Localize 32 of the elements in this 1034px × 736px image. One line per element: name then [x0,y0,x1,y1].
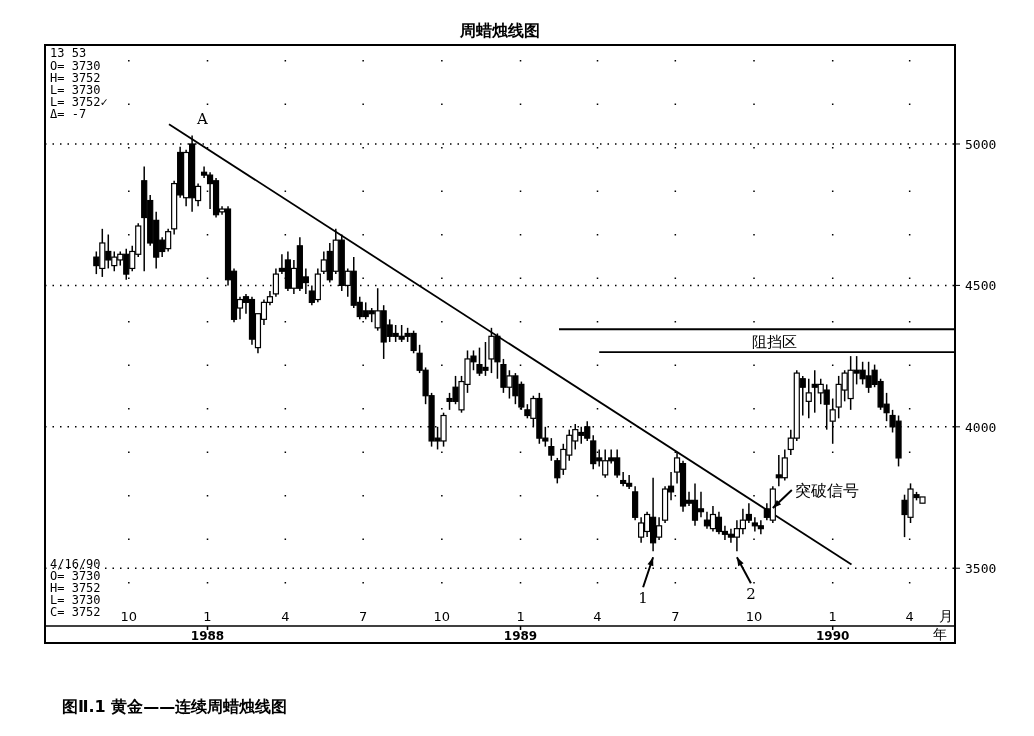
x2-tick-label: 1988 [190,629,225,643]
annotation: 阻挡区 [752,333,797,351]
candlestick [548,437,555,462]
x-tick-label: 1 [203,609,212,624]
x-tick-label: 1 [516,609,525,624]
x-tick-label: 10 [433,609,451,624]
annotation: O= 3730 H= 3752 L= 3730 L= 3752✓ Δ= -7 [50,59,108,121]
x-tick-label: 7 [671,609,680,624]
annotation: 4/16/90 O= 3730 H= 3752 L= 3730 C= 3752 [50,557,101,619]
x2-tick-label: 1990 [815,629,850,643]
y-tick-label: 4500 [965,278,997,294]
text: 月 [939,608,953,624]
annotation: A [196,109,209,128]
y-tick-label: 3500 [965,561,997,577]
x-tick-label: 4 [905,609,914,624]
text: 年 [933,626,947,642]
chart-title: 周蜡烛线图 [459,21,540,40]
y-tick-label: 4000 [965,419,997,435]
x-tick-label: 4 [281,609,290,624]
x-tick-label: 10 [745,609,763,624]
x-tick-label: 1 [828,609,837,624]
x2-tick-label: 1989 [503,629,538,643]
y-tick-label: 5000 [965,136,997,152]
x-tick-label: 7 [359,609,368,624]
annotation: 1 [638,589,648,608]
annotation: 突破信号 [794,481,859,501]
x-tick-label: 4 [593,609,602,624]
x-tick-label: 10 [120,609,138,624]
text: 图Ⅱ.1 黄金——连续周蜡烛线图 [62,697,288,716]
candlestick [805,377,812,420]
annotation: 2 [746,585,756,604]
annotation: 13 53 [50,46,87,60]
